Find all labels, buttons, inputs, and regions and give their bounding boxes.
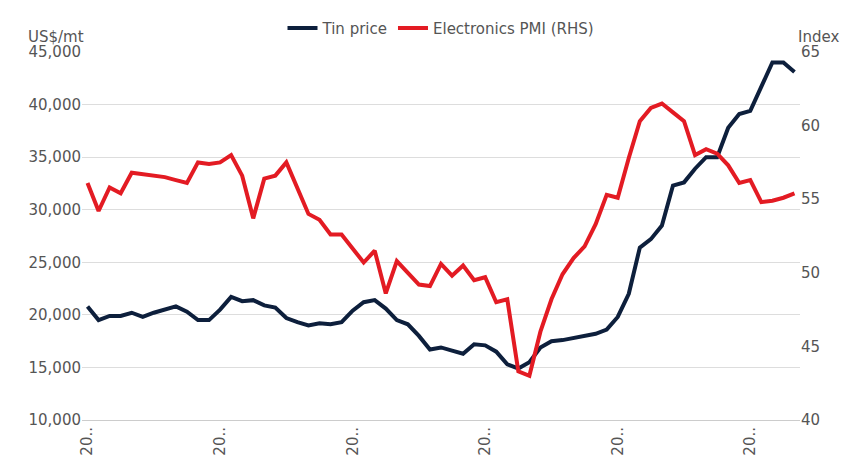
svg-text:US$/mt: US$/mt — [28, 28, 84, 46]
svg-text:25,000: 25,000 — [29, 254, 82, 272]
svg-text:30,000: 30,000 — [29, 201, 82, 219]
svg-text:Electronics PMI (RHS): Electronics PMI (RHS) — [433, 20, 594, 38]
svg-text:65: 65 — [801, 43, 820, 61]
svg-text:20..: 20.. — [476, 427, 494, 456]
svg-text:40,000: 40,000 — [29, 96, 82, 114]
svg-text:40: 40 — [801, 411, 820, 429]
svg-text:20..: 20.. — [344, 427, 362, 456]
svg-text:20..: 20.. — [609, 427, 627, 456]
svg-text:20..: 20.. — [211, 427, 229, 456]
svg-text:55: 55 — [801, 190, 820, 208]
svg-text:60: 60 — [801, 117, 820, 135]
svg-text:20,000: 20,000 — [29, 306, 82, 324]
svg-text:35,000: 35,000 — [29, 148, 82, 166]
svg-text:45: 45 — [801, 338, 820, 356]
svg-text:20..: 20.. — [741, 427, 759, 456]
svg-text:20..: 20.. — [78, 427, 96, 456]
svg-text:Index: Index — [798, 28, 839, 46]
svg-text:15,000: 15,000 — [29, 359, 82, 377]
svg-text:Tin price: Tin price — [322, 20, 387, 38]
svg-text:45,000: 45,000 — [29, 43, 82, 61]
svg-text:50: 50 — [801, 264, 820, 282]
svg-text:10,000: 10,000 — [29, 411, 82, 429]
